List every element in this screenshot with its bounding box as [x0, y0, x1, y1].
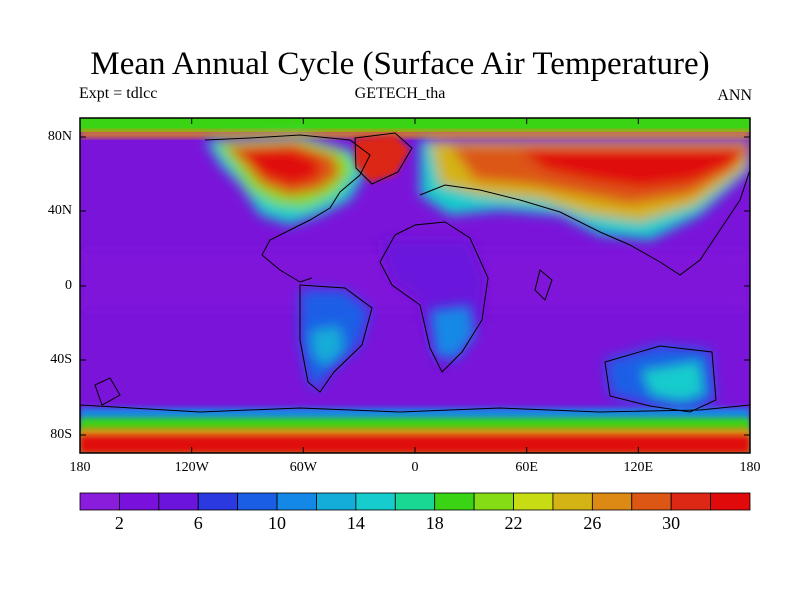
x-tick-label: 180: [739, 460, 761, 475]
x-tick-label: 0: [411, 460, 419, 475]
antarctic-warm: [80, 408, 750, 453]
colorbar-swatch: [237, 492, 278, 511]
australia-mid: [640, 360, 705, 402]
colorbar-label: 2: [114, 513, 124, 533]
arctic-green-band: [80, 118, 750, 132]
temperature-field: [80, 118, 750, 453]
y-tick-label: 80S: [50, 427, 72, 442]
coastlines: [80, 132, 750, 413]
x-tick-label: 60E: [515, 460, 538, 475]
colorbar-label: 10: [268, 513, 287, 533]
colorbar-swatch: [119, 492, 160, 511]
colorbar-swatch: [473, 492, 514, 511]
colorbar-swatch: [355, 492, 396, 511]
x-tick-label: 120W: [174, 460, 209, 475]
y-tick-label: 0: [65, 278, 72, 293]
colorbar-swatch: [394, 492, 436, 511]
experiment-label: Expt = tdlcc: [79, 85, 158, 102]
colorbar-swatch: [591, 492, 633, 511]
colorbar-label: 30: [662, 513, 681, 533]
colorbar-label: 18: [425, 513, 444, 533]
season-label: ANN: [717, 87, 752, 104]
y-tick-label: 40S: [50, 352, 72, 367]
colorbar: [79, 492, 751, 511]
colorbar-swatch: [316, 492, 357, 511]
x-tick-label: 60W: [289, 460, 317, 475]
x-tick-label: 180: [69, 460, 91, 475]
colorbar-swatch: [710, 492, 751, 511]
colorbar-swatch: [276, 492, 317, 511]
arctic-orange-band: [80, 130, 750, 138]
colorbar-label: 22: [504, 513, 523, 533]
colorbar-swatch: [197, 492, 239, 511]
colorbar-swatch: [513, 492, 554, 511]
map-title: Mean Annual Cycle (Surface Air Temperatu…: [90, 46, 710, 82]
southern-africa-cool: [430, 305, 475, 360]
colorbar-label: 14: [346, 513, 365, 533]
colorbar-swatch: [434, 492, 475, 511]
colorbar-label: 26: [583, 513, 602, 533]
colorbar-swatch: [670, 492, 711, 511]
x-tick-label: 120E: [623, 460, 654, 475]
south-america-mid: [310, 325, 345, 368]
dataset-label: GETECH_tha: [354, 85, 446, 102]
y-tick-label: 40N: [47, 203, 72, 218]
colorbar-swatch: [79, 492, 120, 511]
colorbar-swatch: [631, 492, 672, 511]
x-ticks: [79, 118, 751, 453]
north-america-warm: [205, 135, 370, 225]
greenland-warm: [355, 135, 410, 182]
eurasia-warm: [420, 140, 750, 240]
colorbar-swatch: [552, 492, 593, 511]
colorbar-swatch: [158, 492, 199, 511]
y-ticks: [80, 136, 750, 436]
y-tick-label: 80N: [47, 129, 72, 144]
colorbar-label: 6: [193, 513, 203, 533]
